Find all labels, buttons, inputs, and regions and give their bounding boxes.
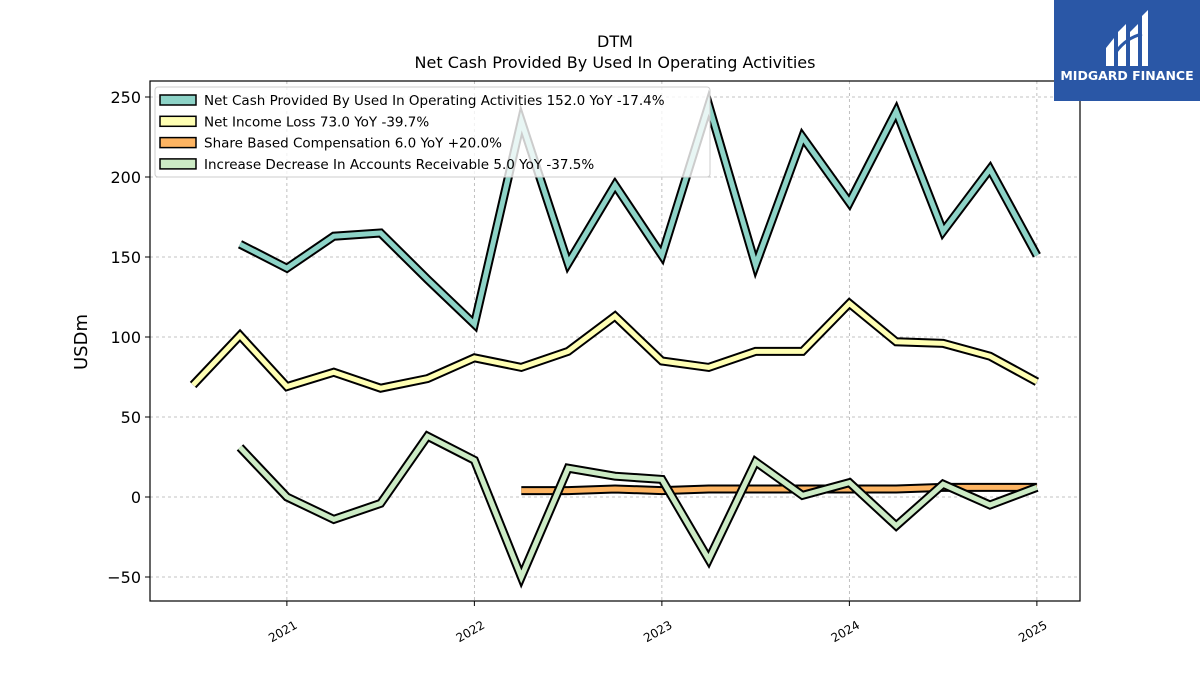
data-point	[519, 488, 524, 493]
data-point	[613, 314, 618, 319]
data-point	[894, 109, 899, 114]
data-point	[847, 301, 852, 306]
data-point	[378, 231, 383, 236]
data-point	[988, 167, 993, 172]
data-point	[988, 503, 993, 508]
data-point	[753, 459, 758, 464]
data-point	[566, 466, 571, 471]
data-point	[706, 557, 711, 562]
data-point	[706, 487, 711, 492]
legend-swatch	[159, 94, 197, 106]
logo-text: MIDGARD FINANCE	[1060, 68, 1194, 83]
chart-title: DTM	[597, 32, 633, 51]
data-point	[613, 487, 618, 492]
data-point	[284, 495, 289, 500]
chart-subtitle: Net Cash Provided By Used In Operating A…	[415, 53, 816, 72]
y-tick-label: 100	[110, 328, 141, 347]
y-tick-label: 50	[121, 408, 141, 427]
data-point	[941, 341, 946, 346]
data-point	[659, 359, 664, 364]
data-point	[988, 354, 993, 359]
data-point	[753, 263, 758, 268]
data-point	[800, 135, 805, 140]
series-line	[191, 300, 1039, 391]
data-point	[613, 474, 618, 479]
x-tick-label: 2023	[641, 618, 674, 645]
data-point	[941, 229, 946, 234]
legend-swatch	[159, 136, 197, 149]
data-point	[753, 349, 758, 354]
series-line	[238, 432, 1038, 584]
data-point	[191, 383, 196, 388]
legend: Net Cash Provided By Used In Operating A…	[154, 86, 711, 178]
plot-frame	[149, 80, 1081, 602]
data-point	[238, 445, 243, 450]
data-point	[472, 322, 477, 327]
brand-logo: MIDGARD FINANCE	[1054, 0, 1200, 101]
data-point	[1034, 485, 1039, 490]
data-point	[331, 517, 336, 522]
data-point	[659, 253, 664, 258]
data-point	[378, 386, 383, 391]
y-tick-label: −50	[107, 568, 141, 587]
legend-box	[154, 86, 711, 178]
data-point	[425, 434, 430, 439]
data-point	[847, 200, 852, 205]
data-point	[800, 493, 805, 498]
x-tick-label: 2024	[829, 618, 862, 645]
logo-mark-icon	[1106, 10, 1148, 66]
series-line	[238, 96, 1040, 330]
legend-swatch	[159, 158, 197, 170]
y-tick-label: 0	[131, 488, 141, 507]
legend-label: Share Based Compensation 6.0 YoY +20.0%	[204, 136, 502, 152]
data-point	[800, 349, 805, 354]
data-point	[238, 333, 243, 338]
y-tick-label: 250	[110, 88, 141, 107]
data-point	[1034, 379, 1039, 384]
series-layer	[189, 89, 1041, 589]
data-point	[331, 234, 336, 239]
y-tick-label: 200	[110, 168, 141, 187]
data-point	[894, 339, 899, 344]
data-point	[284, 384, 289, 389]
x-tick-label: 2022	[454, 618, 487, 645]
series-0	[237, 89, 1041, 333]
data-point	[519, 575, 524, 580]
data-point	[566, 488, 571, 493]
legend-swatch	[159, 115, 197, 128]
data-point	[566, 349, 571, 354]
y-axis: −50 0 50 100 150 200 250	[107, 88, 150, 587]
series-3	[236, 430, 1039, 589]
data-point	[519, 365, 524, 370]
series-1	[189, 297, 1040, 393]
data-point	[284, 266, 289, 271]
data-point	[378, 501, 383, 506]
data-point	[659, 477, 664, 482]
data-point	[941, 482, 946, 487]
data-point	[1034, 253, 1039, 258]
data-point	[988, 485, 993, 490]
data-point	[613, 183, 618, 188]
data-point	[472, 355, 477, 360]
data-point	[472, 458, 477, 463]
y-axis-label: USDm	[71, 314, 92, 370]
data-point	[425, 277, 430, 282]
legend-label: Increase Decrease In Accounts Receivable…	[204, 157, 594, 173]
data-point	[894, 487, 899, 492]
y-tick-label: 150	[110, 248, 141, 267]
data-point	[566, 261, 571, 266]
x-tick-label: 2025	[1016, 618, 1049, 645]
data-point	[331, 370, 336, 375]
data-point	[706, 365, 711, 370]
data-point	[847, 480, 852, 485]
legend-label: Net Cash Provided By Used In Operating A…	[204, 93, 665, 109]
data-point	[238, 242, 243, 247]
x-axis: 2021 2022 2023 2024 2025	[266, 601, 1050, 645]
x-tick-label: 2021	[266, 618, 299, 645]
legend-label: Net Income Loss 73.0 YoY -39.7%	[204, 114, 429, 130]
data-point	[425, 376, 430, 381]
data-point	[753, 487, 758, 492]
data-point	[894, 523, 899, 528]
